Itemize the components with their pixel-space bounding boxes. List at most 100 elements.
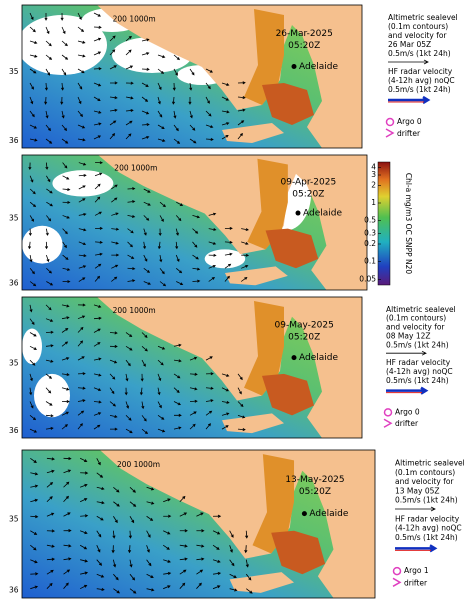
current-arrow — [63, 456, 72, 461]
current-arrow — [163, 530, 171, 535]
current-arrow — [212, 544, 220, 550]
current-arrow — [46, 201, 54, 207]
legend-text: 0.5m/s (1kt 24h) — [388, 49, 451, 58]
legend-text: 0.5m/s (1kt 24h) — [386, 376, 449, 385]
current-arrow — [237, 120, 245, 126]
current-arrow — [109, 401, 116, 407]
current-arrow — [45, 254, 50, 263]
legend-text: Argo 1 — [404, 566, 429, 575]
current-arrow — [80, 471, 89, 475]
current-arrow — [141, 96, 149, 102]
time: 05:20Z — [292, 190, 324, 200]
colorbar-label: Chl-a mg/m3 OC SNPP N20 — [404, 173, 413, 275]
current-arrow — [63, 569, 71, 575]
current-arrow — [175, 228, 179, 236]
current-arrow — [127, 267, 136, 271]
current-arrow — [163, 571, 172, 575]
legend-text: (4-12h avg) noQC — [395, 524, 462, 533]
current-arrow — [221, 373, 230, 377]
current-arrow — [112, 530, 116, 539]
current-arrow — [93, 135, 102, 140]
current-arrow — [29, 428, 38, 433]
current-arrow — [192, 241, 198, 248]
current-arrow — [212, 585, 221, 590]
current-arrow — [146, 530, 151, 538]
current-arrow — [125, 332, 133, 338]
current-arrow — [29, 387, 33, 396]
current-arrow — [109, 359, 118, 364]
island — [224, 266, 288, 286]
current-arrow — [29, 332, 37, 337]
current-arrow — [63, 481, 70, 488]
current-arrow — [79, 544, 88, 550]
map — [22, 155, 367, 290]
current-arrow — [113, 501, 120, 507]
time: 05:20Z — [288, 41, 320, 51]
gulf — [262, 373, 314, 416]
cloud — [204, 249, 246, 269]
current-arrow — [124, 387, 128, 396]
current-arrow — [125, 345, 133, 351]
current-arrow — [45, 54, 53, 60]
current-arrow — [141, 359, 146, 367]
current-arrow — [78, 241, 87, 246]
current-arrow — [78, 277, 86, 282]
current-arrow — [229, 545, 233, 553]
current-arrow — [157, 428, 166, 433]
current-arrow — [245, 530, 249, 539]
current-arrow — [139, 387, 143, 396]
current-arrow — [159, 255, 163, 263]
lat-label: 35 — [9, 67, 19, 76]
gulf — [247, 158, 288, 250]
current-arrow — [157, 414, 165, 420]
current-arrow — [141, 123, 150, 127]
current-arrow — [125, 401, 130, 409]
current-arrow — [46, 544, 55, 548]
current-arrow — [196, 582, 202, 589]
current-arrow — [221, 122, 230, 126]
colorbar — [377, 161, 391, 286]
current-arrow — [142, 241, 147, 250]
current-arrow — [96, 515, 104, 521]
current-arrow — [29, 415, 37, 421]
current-arrow — [96, 501, 105, 505]
legend-arrow — [395, 506, 436, 512]
gulf — [244, 9, 284, 105]
current-arrow — [189, 399, 198, 403]
current-arrow — [77, 96, 82, 105]
legend-text: drifter — [404, 579, 428, 588]
current-arrow — [93, 12, 101, 17]
current-arrow — [62, 215, 70, 219]
current-arrow — [157, 401, 162, 409]
current-arrow — [205, 68, 214, 73]
current-arrow — [30, 484, 39, 488]
current-arrow — [157, 124, 165, 129]
current-arrow — [173, 110, 177, 119]
current-arrow — [113, 486, 120, 493]
current-arrow — [44, 12, 48, 21]
current-arrow — [63, 582, 69, 589]
current-arrow — [111, 184, 118, 190]
current-arrow — [94, 275, 101, 282]
legend-text: (0.1m contours) — [388, 22, 448, 31]
current-arrow — [61, 110, 65, 119]
current-arrow — [157, 54, 166, 59]
current-arrow — [77, 68, 85, 74]
current-arrow — [46, 188, 53, 194]
current-arrow — [61, 26, 66, 35]
current-arrow — [189, 110, 193, 119]
current-arrow — [77, 356, 85, 361]
current-arrow — [246, 588, 253, 594]
current-arrow — [61, 357, 70, 361]
current-arrow — [93, 25, 102, 29]
current-arrow — [62, 200, 71, 204]
date: 09-Apr-2025 — [281, 178, 337, 188]
current-arrow — [77, 372, 86, 376]
current-arrow — [63, 528, 72, 533]
legend-arrow — [388, 59, 429, 65]
current-arrow — [109, 344, 118, 348]
current-arrow — [237, 401, 244, 408]
current-arrow — [96, 530, 102, 538]
current-arrow — [196, 512, 204, 517]
current-arrow — [77, 410, 85, 416]
